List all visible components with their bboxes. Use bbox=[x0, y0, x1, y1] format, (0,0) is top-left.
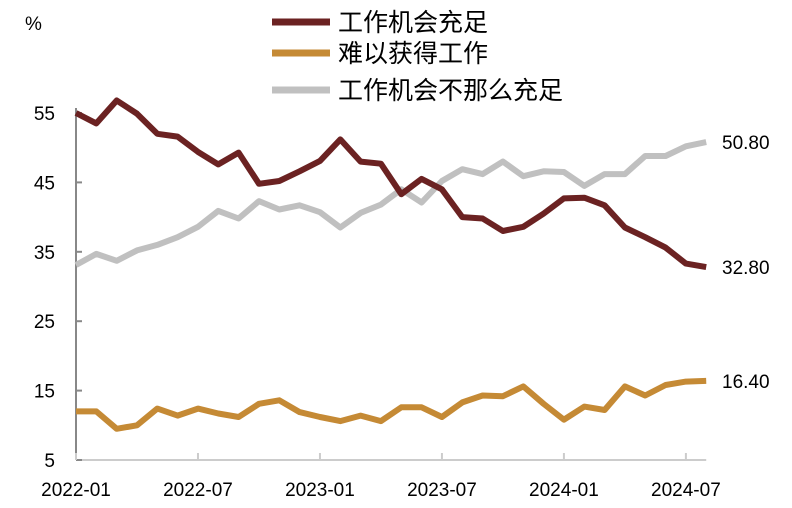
legend-label: 难以获得工作 bbox=[338, 39, 488, 68]
axes: 5 15 25 35 45 55 2022-01 2022-07 2023-01 2023-07 2… bbox=[34, 104, 721, 501]
x-tick-label: 2022-01 bbox=[41, 480, 111, 501]
series-lines bbox=[74, 97, 707, 432]
end-labels: 32.80 16.40 50.80 bbox=[722, 133, 770, 393]
legend-label: 工作机会充足 bbox=[338, 8, 488, 37]
y-tick-label: 55 bbox=[34, 104, 55, 125]
y-axis-unit: % bbox=[25, 14, 42, 35]
end-value-label: 16.40 bbox=[722, 372, 770, 393]
end-value-label: 32.80 bbox=[722, 258, 770, 279]
y-tick-label: 35 bbox=[34, 243, 55, 264]
x-tick-label: 2024-07 bbox=[651, 480, 721, 501]
y-tick-label: 45 bbox=[34, 173, 55, 194]
legend-label: 工作机会不那么充足 bbox=[338, 76, 563, 105]
series-line-1 bbox=[76, 377, 707, 432]
x-tick-label: 2023-01 bbox=[285, 480, 355, 501]
y-tick-label: 15 bbox=[34, 382, 55, 403]
x-tick-label: 2024-01 bbox=[529, 480, 599, 501]
series-line-0 bbox=[74, 97, 707, 271]
x-tick-label: 2022-07 bbox=[163, 480, 233, 501]
end-value-label: 50.80 bbox=[722, 133, 770, 154]
series-line-2 bbox=[74, 139, 707, 268]
y-tick-label: 25 bbox=[34, 312, 55, 333]
y-tick-label: 5 bbox=[44, 451, 55, 472]
x-tick-label: 2023-07 bbox=[407, 480, 477, 501]
